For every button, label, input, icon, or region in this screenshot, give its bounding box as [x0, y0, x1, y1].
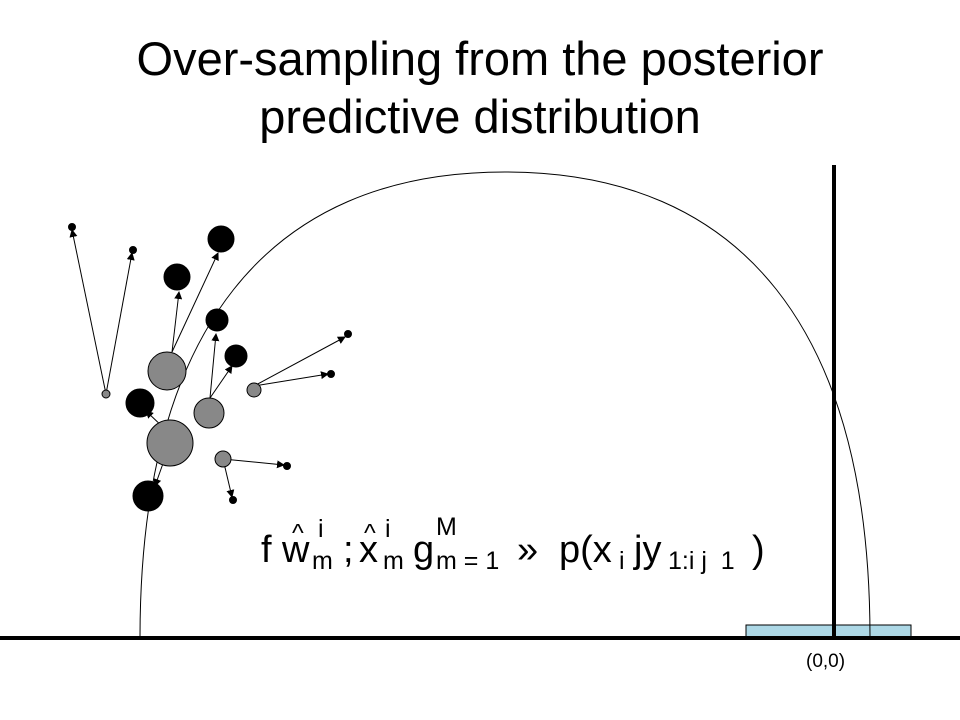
- eq-close: ): [752, 529, 765, 571]
- particle-sample: [125, 388, 155, 418]
- eq-w: w: [282, 529, 310, 571]
- eq-p-open: p(x: [559, 529, 612, 571]
- eq-x: x: [359, 529, 378, 571]
- particle-sample: [205, 308, 229, 332]
- sample-arrow: [209, 333, 220, 399]
- origin-label: (0,0): [806, 651, 846, 672]
- sample-arrow: [253, 336, 346, 387]
- eq-jy: jy: [634, 529, 662, 571]
- eq-sub-m-2: m: [383, 547, 404, 575]
- particle-sample: [163, 263, 191, 291]
- eq-hat-2: ^: [364, 519, 376, 547]
- distribution-arc: [139, 171, 871, 639]
- eq-sub-range: 1:i j 1: [668, 547, 735, 575]
- eq-sub-m-eq-1: m = 1: [436, 547, 500, 575]
- sample-arrow: [253, 371, 329, 387]
- eq-sub-m-1: m: [312, 547, 333, 575]
- particle-weighted: [214, 450, 232, 468]
- particle-weighted: [101, 389, 111, 399]
- slide-title-line-2: predictive distribution: [259, 90, 701, 143]
- eq-sup-i-2: i: [385, 515, 391, 543]
- eq-sup-M: M: [436, 513, 457, 541]
- particle-sample: [327, 370, 335, 378]
- sample-arrow: [222, 458, 285, 469]
- eq-approx: »: [517, 529, 539, 571]
- eq-g: g: [413, 529, 435, 571]
- particle-weighted: [147, 351, 187, 391]
- particle-sample: [207, 225, 235, 253]
- eq-sup-i-1: i: [318, 515, 324, 543]
- particle-weighted: [246, 382, 262, 398]
- sampled-particles: [68, 223, 352, 512]
- slide-title: Over-sampling from the posterior predict…: [0, 30, 960, 146]
- eq-sub-i: i: [619, 547, 625, 575]
- sample-arrow: [69, 229, 107, 395]
- particle-sample: [224, 344, 248, 368]
- particle-sample: [132, 480, 164, 512]
- particle-weighted: [193, 397, 225, 429]
- particle-sample: [129, 246, 137, 254]
- sample-arrow: [171, 291, 183, 353]
- particle-sample: [344, 330, 352, 338]
- sample-arrow: [171, 252, 219, 353]
- sample-arrows: [69, 229, 346, 498]
- eq-semicolon: ;: [343, 529, 354, 571]
- particle-sample: [283, 462, 291, 470]
- sample-arrow: [209, 365, 233, 399]
- sample-arrow: [105, 252, 135, 395]
- particle-sample: [229, 496, 237, 504]
- particle-sample: [68, 223, 76, 231]
- eq-hat-1: ^: [292, 519, 304, 547]
- slide-title-line-1: Over-sampling from the posterior: [136, 32, 824, 85]
- particle-weighted: [146, 419, 194, 467]
- previous-particles: [101, 351, 262, 468]
- eq-f: f: [261, 529, 272, 571]
